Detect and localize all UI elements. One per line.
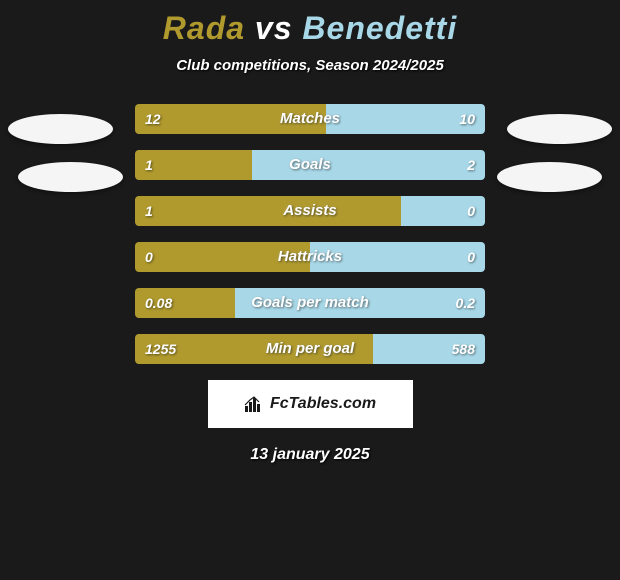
- player2-name: Benedetti: [302, 10, 457, 46]
- stat-label: Min per goal: [135, 334, 485, 364]
- stat-row: Hattricks0 0: [135, 242, 485, 272]
- stat-value-right: 0: [467, 242, 475, 272]
- player1-avatar-placeholder-2: [18, 162, 123, 192]
- stat-row: Matches12 10: [135, 104, 485, 134]
- player2-avatar-placeholder-2: [497, 162, 602, 192]
- stat-label: Goals per match: [135, 288, 485, 318]
- stat-value-right: 10: [459, 104, 475, 134]
- stat-label: Matches: [135, 104, 485, 134]
- stat-row: Min per goal1255 588: [135, 334, 485, 364]
- stat-value-right: 0: [467, 196, 475, 226]
- player2-avatar-placeholder-1: [507, 114, 612, 144]
- comparison-title: Rada vs Benedetti: [0, 0, 620, 47]
- subtitle: Club competitions, Season 2024/2025: [0, 57, 620, 74]
- stat-row: Goals1 2: [135, 150, 485, 180]
- brand-badge: FcTables.com: [208, 380, 413, 428]
- player1-name: Rada: [163, 10, 245, 46]
- stat-value-left: 0: [145, 242, 153, 272]
- comparison-area: Matches1210Goals12Assists10Hattricks00Go…: [0, 104, 620, 364]
- stat-row: Assists1 0: [135, 196, 485, 226]
- stat-value-right: 0.2: [456, 288, 475, 318]
- stat-value-right: 588: [452, 334, 475, 364]
- vs-text: vs: [255, 10, 293, 46]
- player1-avatar-placeholder-1: [8, 114, 113, 144]
- stats-bars: Matches1210Goals12Assists10Hattricks00Go…: [135, 104, 485, 364]
- stat-value-left: 1: [145, 150, 153, 180]
- stat-value-right: 2: [467, 150, 475, 180]
- stat-label: Goals: [135, 150, 485, 180]
- stat-value-left: 1: [145, 196, 153, 226]
- brand-text: FcTables.com: [270, 395, 376, 413]
- stat-label: Assists: [135, 196, 485, 226]
- stat-value-left: 12: [145, 104, 161, 134]
- chart-icon: [244, 394, 264, 414]
- stat-label: Hattricks: [135, 242, 485, 272]
- date-text: 13 january 2025: [0, 446, 620, 464]
- stat-row: Goals per match0.08 0.2: [135, 288, 485, 318]
- stat-value-left: 0.08: [145, 288, 172, 318]
- stat-value-left: 1255: [145, 334, 176, 364]
